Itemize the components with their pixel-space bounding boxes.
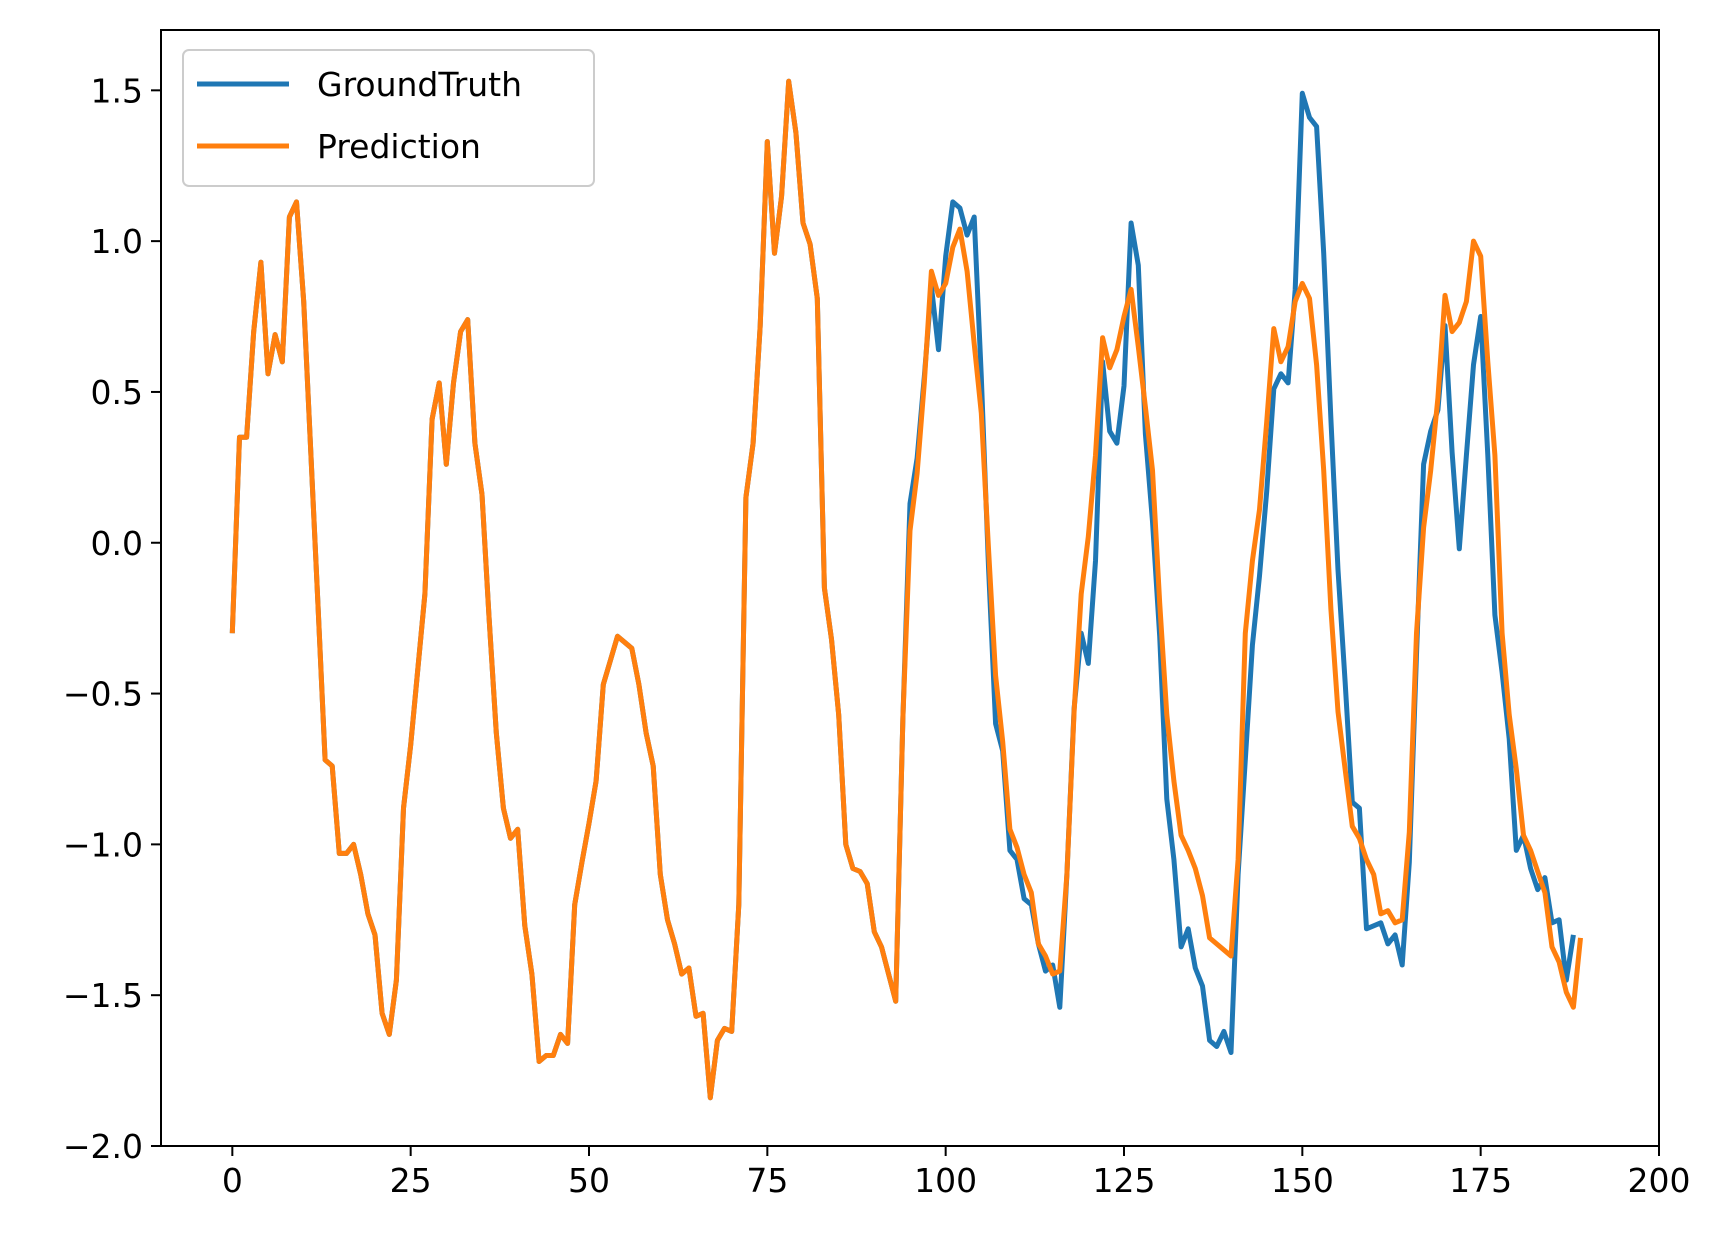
x-tick-label: 150 [1271, 1161, 1334, 1200]
series-line-prediction [229, 78, 1583, 1101]
x-tick-label: 75 [746, 1161, 788, 1200]
x-tick-label: 25 [390, 1161, 432, 1200]
y-tick-label: 0.0 [91, 524, 143, 563]
legend-label-groundtruth: GroundTruth [317, 65, 522, 104]
legend: GroundTruth Prediction [182, 49, 595, 187]
y-tick-label: 1.5 [91, 71, 143, 110]
legend-label-prediction: Prediction [317, 127, 481, 166]
y-axis: 1.5 1.0 0.5 0.0 −0.5 −1.0 −1.5 −2.0 [63, 71, 161, 1166]
x-tick-label: 50 [568, 1161, 610, 1200]
y-tick-label: −0.5 [63, 675, 143, 714]
y-tick-label: −1.5 [63, 976, 143, 1015]
series-layer [229, 78, 1583, 1101]
x-tick-label: 0 [222, 1161, 243, 1200]
x-tick-label: 175 [1449, 1161, 1512, 1200]
x-tick-label: 125 [1093, 1161, 1156, 1200]
y-tick-label: 1.0 [91, 222, 143, 261]
x-axis: 0 25 50 75 100 125 150 175 200 [222, 1146, 1691, 1200]
x-tick-label: 200 [1628, 1161, 1691, 1200]
y-tick-label: −2.0 [63, 1127, 143, 1166]
x-tick-label: 100 [914, 1161, 977, 1200]
y-tick-label: 0.5 [91, 373, 143, 412]
plot-frame [160, 29, 1660, 1147]
y-tick-label: −1.0 [63, 825, 143, 864]
